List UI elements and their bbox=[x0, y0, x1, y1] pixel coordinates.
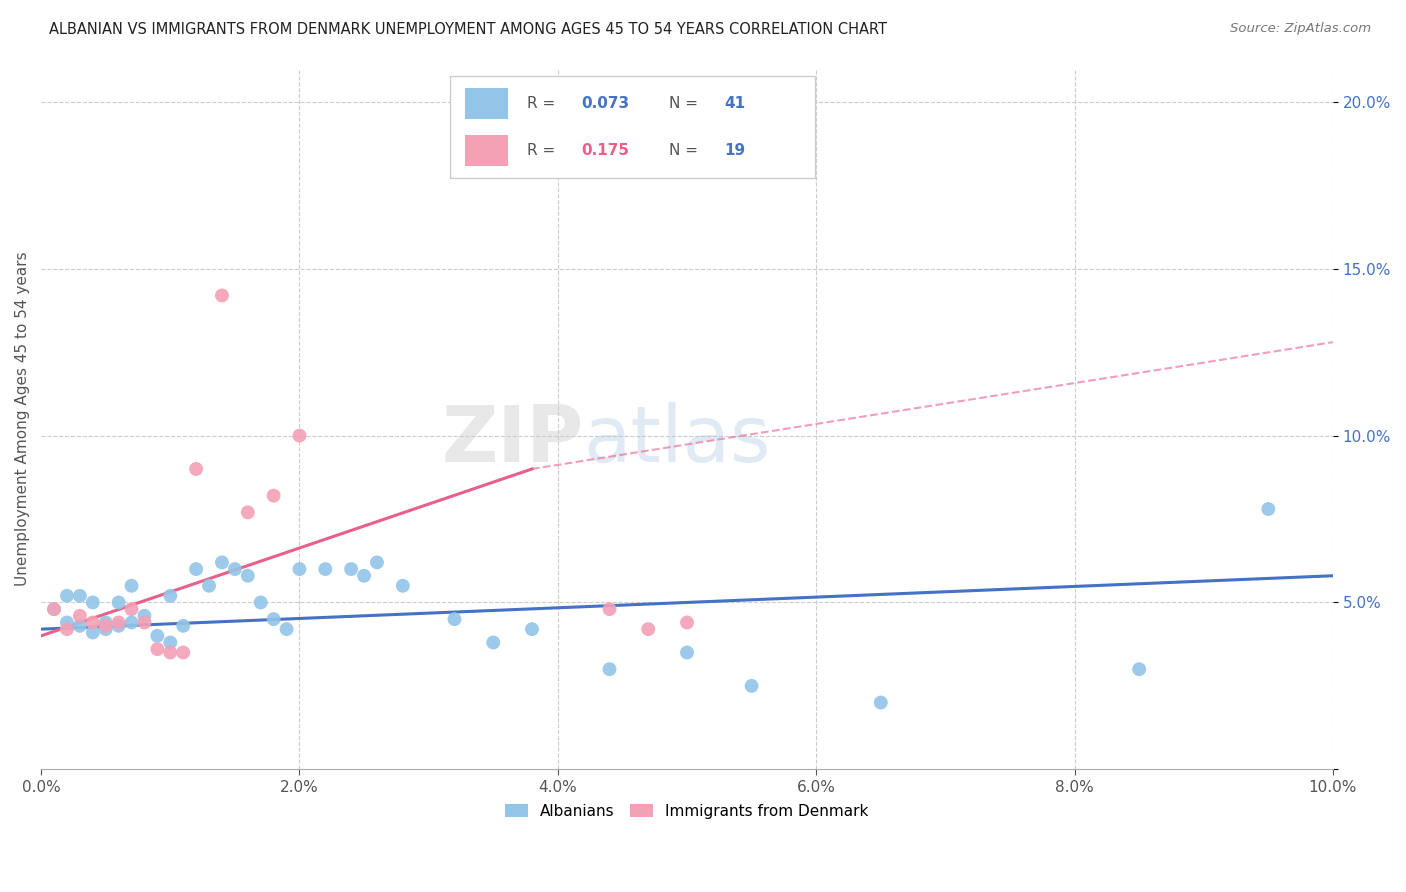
Point bbox=[224, 562, 246, 576]
Point bbox=[1257, 502, 1279, 516]
Y-axis label: Unemployment Among Ages 45 to 54 years: Unemployment Among Ages 45 to 54 years bbox=[15, 252, 30, 586]
Point bbox=[340, 562, 363, 576]
Point bbox=[107, 619, 129, 633]
Point bbox=[263, 612, 285, 626]
Text: Source: ZipAtlas.com: Source: ZipAtlas.com bbox=[1230, 22, 1371, 36]
Point bbox=[159, 589, 181, 603]
Point bbox=[69, 619, 91, 633]
Text: 41: 41 bbox=[724, 96, 745, 111]
Point bbox=[159, 646, 181, 660]
Point bbox=[249, 595, 271, 609]
Text: 19: 19 bbox=[724, 144, 745, 158]
Point bbox=[121, 579, 143, 593]
Point bbox=[288, 428, 311, 442]
Point bbox=[121, 602, 143, 616]
Text: R =: R = bbox=[527, 144, 555, 158]
FancyBboxPatch shape bbox=[464, 88, 509, 119]
Point bbox=[236, 568, 259, 582]
Point bbox=[94, 622, 117, 636]
Text: ZIP: ZIP bbox=[441, 402, 583, 478]
Point bbox=[1128, 662, 1150, 676]
Point bbox=[236, 505, 259, 519]
Point bbox=[69, 589, 91, 603]
Point bbox=[366, 555, 388, 569]
Point bbox=[56, 615, 79, 630]
FancyBboxPatch shape bbox=[450, 76, 815, 178]
Point bbox=[134, 608, 156, 623]
Point bbox=[82, 595, 104, 609]
Point bbox=[276, 622, 298, 636]
Point bbox=[159, 635, 181, 649]
Text: 0.073: 0.073 bbox=[582, 96, 630, 111]
Point bbox=[443, 612, 465, 626]
Point bbox=[82, 625, 104, 640]
Point bbox=[211, 288, 233, 302]
Text: R =: R = bbox=[527, 96, 555, 111]
Point bbox=[288, 562, 311, 576]
Text: N =: N = bbox=[669, 96, 699, 111]
Text: 0.175: 0.175 bbox=[582, 144, 630, 158]
Point bbox=[637, 622, 659, 636]
Text: ALBANIAN VS IMMIGRANTS FROM DENMARK UNEMPLOYMENT AMONG AGES 45 TO 54 YEARS CORRE: ALBANIAN VS IMMIGRANTS FROM DENMARK UNEM… bbox=[49, 22, 887, 37]
Point bbox=[172, 619, 194, 633]
Point bbox=[82, 615, 104, 630]
Point bbox=[676, 646, 699, 660]
Point bbox=[263, 489, 285, 503]
Point bbox=[69, 608, 91, 623]
Point bbox=[94, 615, 117, 630]
Point bbox=[676, 615, 699, 630]
Point bbox=[172, 646, 194, 660]
Point bbox=[42, 602, 65, 616]
Text: N =: N = bbox=[669, 144, 699, 158]
Point bbox=[56, 589, 79, 603]
Point bbox=[520, 622, 543, 636]
Point bbox=[869, 696, 891, 710]
Point bbox=[107, 595, 129, 609]
Point bbox=[134, 615, 156, 630]
Point bbox=[211, 555, 233, 569]
Point bbox=[314, 562, 336, 576]
Point bbox=[741, 679, 763, 693]
FancyBboxPatch shape bbox=[464, 136, 509, 166]
Point bbox=[42, 602, 65, 616]
Point bbox=[391, 579, 413, 593]
Point bbox=[94, 619, 117, 633]
Point bbox=[598, 662, 620, 676]
Point bbox=[184, 462, 207, 476]
Point bbox=[482, 635, 505, 649]
Text: atlas: atlas bbox=[583, 402, 770, 478]
Point bbox=[146, 629, 169, 643]
Legend: Albanians, Immigrants from Denmark: Albanians, Immigrants from Denmark bbox=[499, 797, 875, 825]
Point bbox=[598, 602, 620, 616]
Point bbox=[184, 562, 207, 576]
Point bbox=[146, 642, 169, 657]
Point bbox=[353, 568, 375, 582]
Point bbox=[107, 615, 129, 630]
Point bbox=[198, 579, 221, 593]
Point bbox=[56, 622, 79, 636]
Point bbox=[121, 615, 143, 630]
